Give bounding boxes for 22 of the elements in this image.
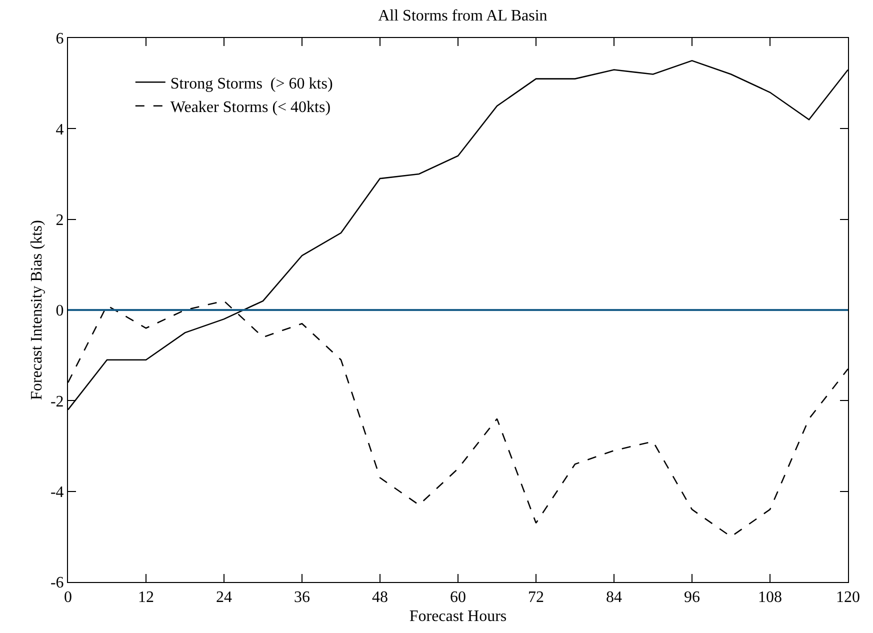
legend-label: Weaker Storms (< 40kts) — [170, 99, 331, 116]
x-axis-title: Forecast Hours — [409, 608, 507, 625]
chart-title: All Storms from AL Basin — [378, 8, 548, 25]
x-tick-label: 120 — [836, 589, 860, 606]
x-tick-label: 48 — [372, 589, 388, 606]
x-tick-label: 108 — [758, 589, 782, 606]
x-tick-label: 60 — [450, 589, 466, 606]
x-tick-label: 84 — [606, 589, 622, 606]
x-tick-label: 24 — [216, 589, 232, 606]
y-tick-label: -6 — [50, 574, 64, 592]
x-tick-label: 12 — [138, 589, 154, 606]
y-tick-label: 2 — [56, 212, 64, 229]
x-tick-label: 96 — [684, 589, 700, 606]
y-tick-label: -2 — [50, 393, 64, 410]
y-tick-label: 0 — [56, 302, 64, 320]
legend-label: Strong Storms (> 60 kts) — [170, 75, 333, 92]
x-tick-label: 72 — [528, 589, 544, 606]
y-tick-label: 6 — [56, 30, 64, 48]
y-tick-label: -4 — [50, 484, 64, 501]
x-tick-label: 36 — [294, 589, 310, 606]
y-axis-title: Forecast Intensity Bias (kts) — [28, 220, 46, 400]
y-tick-label: 4 — [56, 121, 64, 138]
